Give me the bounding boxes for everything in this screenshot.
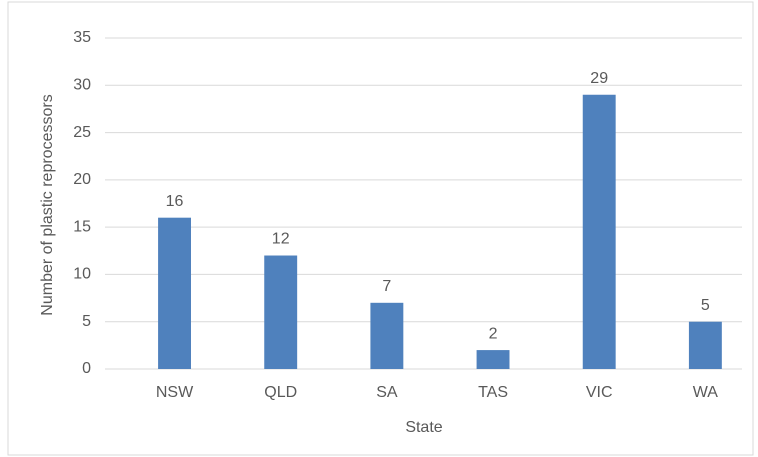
y-tick-label: 5 <box>82 313 91 330</box>
x-axis-title: State <box>405 419 442 436</box>
data-label: 16 <box>166 193 184 210</box>
y-tick-label: 30 <box>73 77 91 94</box>
y-tick-label: 15 <box>73 218 91 235</box>
bar <box>582 94 616 369</box>
data-label: 2 <box>489 325 498 342</box>
x-tick-label: TAS <box>478 384 508 401</box>
bar <box>688 321 722 369</box>
y-tick-label: 10 <box>73 266 91 283</box>
data-label: 7 <box>382 278 391 295</box>
y-tick-label: 25 <box>73 124 91 141</box>
data-label: 5 <box>701 297 710 314</box>
data-label: 12 <box>272 231 290 248</box>
x-tick-label: QLD <box>264 384 297 401</box>
x-tick-label: SA <box>376 384 398 401</box>
y-tick-label: 35 <box>73 29 91 46</box>
y-axis-title: Number of plastic reprocessors <box>39 94 56 315</box>
bar <box>476 350 510 369</box>
bar <box>264 255 298 369</box>
y-tick-label: 20 <box>73 171 91 188</box>
y-tick-label: 0 <box>82 360 91 377</box>
data-label: 29 <box>590 70 608 87</box>
x-tick-label: WA <box>693 384 719 401</box>
chart-border <box>7 1 754 456</box>
x-tick-label: NSW <box>156 384 194 401</box>
x-tick-label: VIC <box>586 384 613 401</box>
bar <box>370 302 404 369</box>
bar <box>158 217 191 369</box>
